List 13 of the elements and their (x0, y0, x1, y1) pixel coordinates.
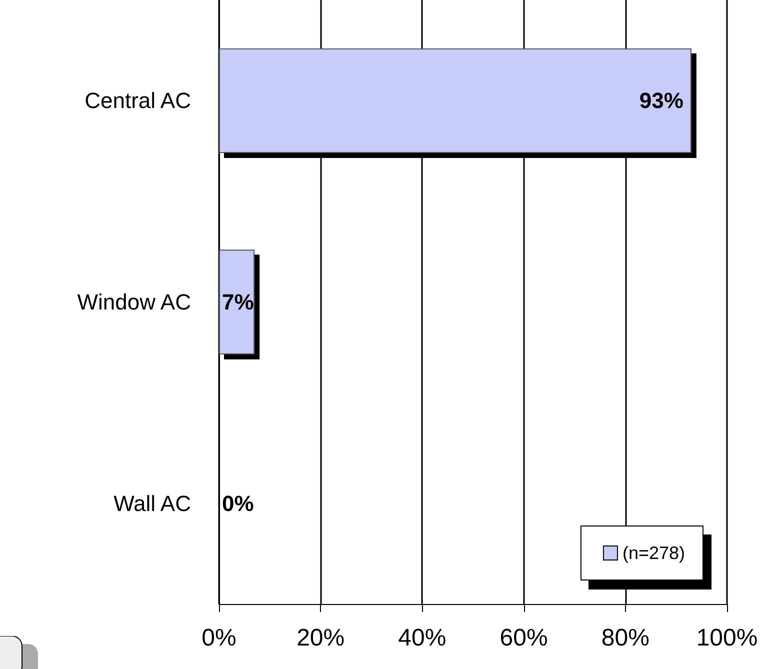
y-tick-label: Central AC (84, 88, 192, 114)
x-tick-label: 40% (398, 624, 446, 652)
x-tick-label: 80% (601, 624, 650, 652)
data-label: 0% (222, 490, 254, 516)
legend-label: (n=278) (622, 543, 686, 563)
x-tick-label: 100% (696, 624, 758, 652)
data-label: 93% (639, 88, 684, 114)
y-tick-label: Window AC (77, 290, 192, 314)
x-tick-label: 60% (500, 624, 548, 652)
x-tick-label: 20% (296, 624, 345, 652)
y-tick-label: Wall AC (114, 490, 192, 516)
data-label: 7% (222, 290, 254, 314)
x-tick-label: 0% (202, 624, 236, 652)
